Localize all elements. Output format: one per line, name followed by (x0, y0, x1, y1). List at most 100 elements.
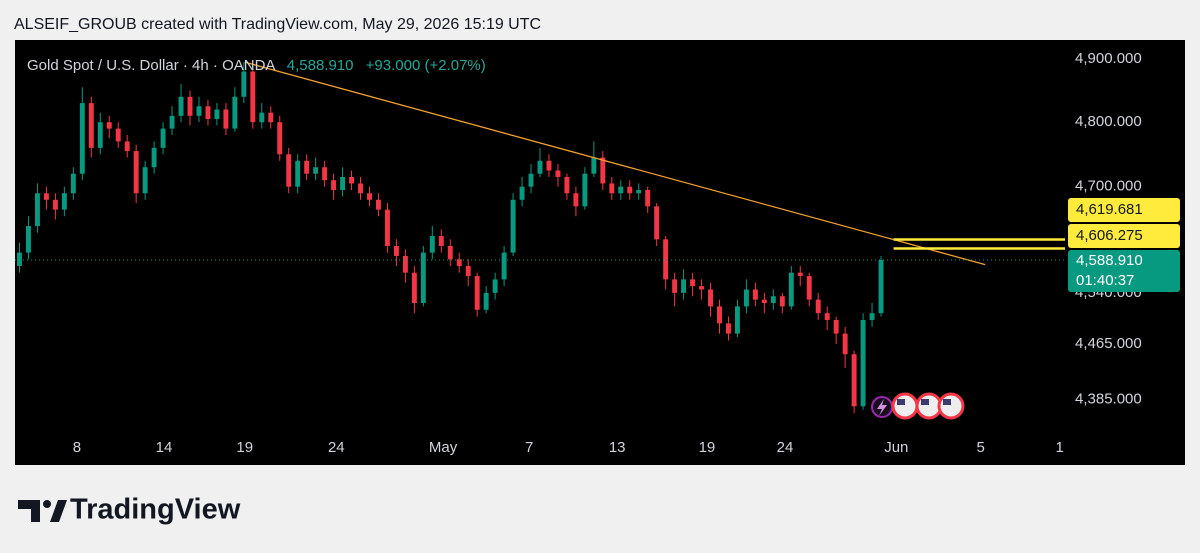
candle-body (690, 279, 696, 287)
x-tick-label: 1 (1055, 439, 1063, 456)
event-icon (891, 392, 919, 420)
brand-logo: TradingView (18, 494, 241, 526)
attribution: ALSEIF_GROUB created with TradingView.co… (14, 16, 541, 33)
x-tick-label: 19 (236, 439, 253, 456)
candle-body (420, 252, 426, 303)
last-price-text: 4,588.910 (287, 57, 354, 74)
candle-body (367, 193, 372, 200)
y-tick-label: 4,900.000 (1075, 50, 1142, 67)
legend: Gold Spot / U.S. Dollar · 4h · OANDA 4,5… (27, 57, 486, 74)
last-price-label: 4,588.910 (1076, 252, 1143, 269)
candle-body (349, 176, 355, 184)
candle-body (331, 180, 337, 190)
candle-body (268, 112, 274, 123)
candle-body (815, 299, 821, 314)
candle-body (43, 193, 49, 200)
plot-area: 4,900.0004,800.0004,700.0004,540.0004,46… (15, 50, 1180, 456)
candle-body (582, 173, 588, 207)
candle-body (411, 272, 417, 303)
candle-body (842, 333, 848, 355)
symbol-title: Gold Spot / U.S. Dollar · 4h · OANDA (27, 57, 275, 74)
candle-body (654, 206, 660, 240)
candle-body (151, 147, 157, 168)
flag-canton (921, 399, 929, 405)
x-tick-label: 13 (609, 439, 626, 456)
y-tick-label: 4,385.000 (1075, 390, 1142, 407)
candle-body (627, 186, 633, 194)
candle-body (860, 319, 866, 407)
level-label: 4,619.681 (1076, 201, 1143, 218)
candle-body (528, 173, 534, 187)
candle-body (537, 160, 543, 174)
logo-mark (50, 500, 67, 522)
candle-body (393, 245, 399, 256)
candle-body (806, 276, 812, 300)
event-icon-bolt (877, 399, 887, 416)
candle-body (286, 154, 292, 187)
candle-body (501, 252, 507, 280)
event-icon (915, 392, 943, 420)
candle-body (573, 193, 579, 207)
candle-body (205, 106, 211, 120)
logo-dot (43, 500, 51, 508)
candle-body (555, 170, 561, 177)
candle-body (223, 109, 229, 129)
event-icon (937, 392, 965, 420)
x-tick-label: 8 (73, 439, 81, 456)
candle-body (824, 313, 830, 320)
candle-body (456, 259, 462, 266)
candle-body (106, 122, 112, 129)
candle-body (699, 286, 705, 290)
candle-body (169, 115, 175, 129)
change-text: +93.000 (+2.07%) (366, 57, 486, 74)
candle-body (465, 265, 471, 277)
candle-body (402, 255, 408, 273)
candle-body (133, 151, 139, 194)
candle-body (304, 160, 310, 174)
candle-body (770, 296, 776, 303)
candle-body (277, 122, 283, 155)
last-price-box (1068, 250, 1180, 293)
candle-body (510, 199, 516, 253)
candle-body (115, 128, 121, 142)
x-tick-label: 14 (156, 439, 173, 456)
candle-body (519, 186, 525, 200)
candle-body (17, 252, 22, 266)
candle-body (609, 183, 615, 194)
x-tick-label: 24 (328, 439, 345, 456)
candle-body (564, 176, 570, 194)
candle-body (645, 189, 651, 207)
candle-body (600, 157, 606, 184)
candle-body (214, 109, 220, 120)
candle-body (483, 292, 489, 310)
candle-body (295, 160, 301, 187)
candle-body (447, 245, 453, 260)
x-tick-label: 7 (525, 439, 533, 456)
candle-body (618, 186, 624, 194)
candle-body (187, 96, 193, 116)
candle-body (61, 193, 67, 210)
candle-body (259, 112, 265, 123)
candle-body (788, 272, 794, 307)
candle-body (34, 193, 40, 227)
candle-body (546, 160, 552, 171)
flag-canton (943, 399, 951, 405)
candle-body (88, 103, 94, 148)
candle-body (429, 236, 435, 253)
candle-body (869, 313, 875, 320)
candle-body (232, 96, 238, 129)
x-tick-label: Jun (884, 439, 908, 456)
candle-body (779, 296, 785, 307)
candle-body (681, 279, 687, 293)
level-label: 4,606.275 (1076, 227, 1143, 244)
candle-body (663, 239, 669, 280)
brand-name: TradingView (70, 494, 241, 526)
candle-body (761, 299, 767, 303)
flag-canton (897, 399, 905, 405)
candle-body (124, 141, 130, 152)
candle-body (160, 128, 166, 148)
candle-body (196, 106, 202, 116)
candle-body (725, 323, 731, 334)
